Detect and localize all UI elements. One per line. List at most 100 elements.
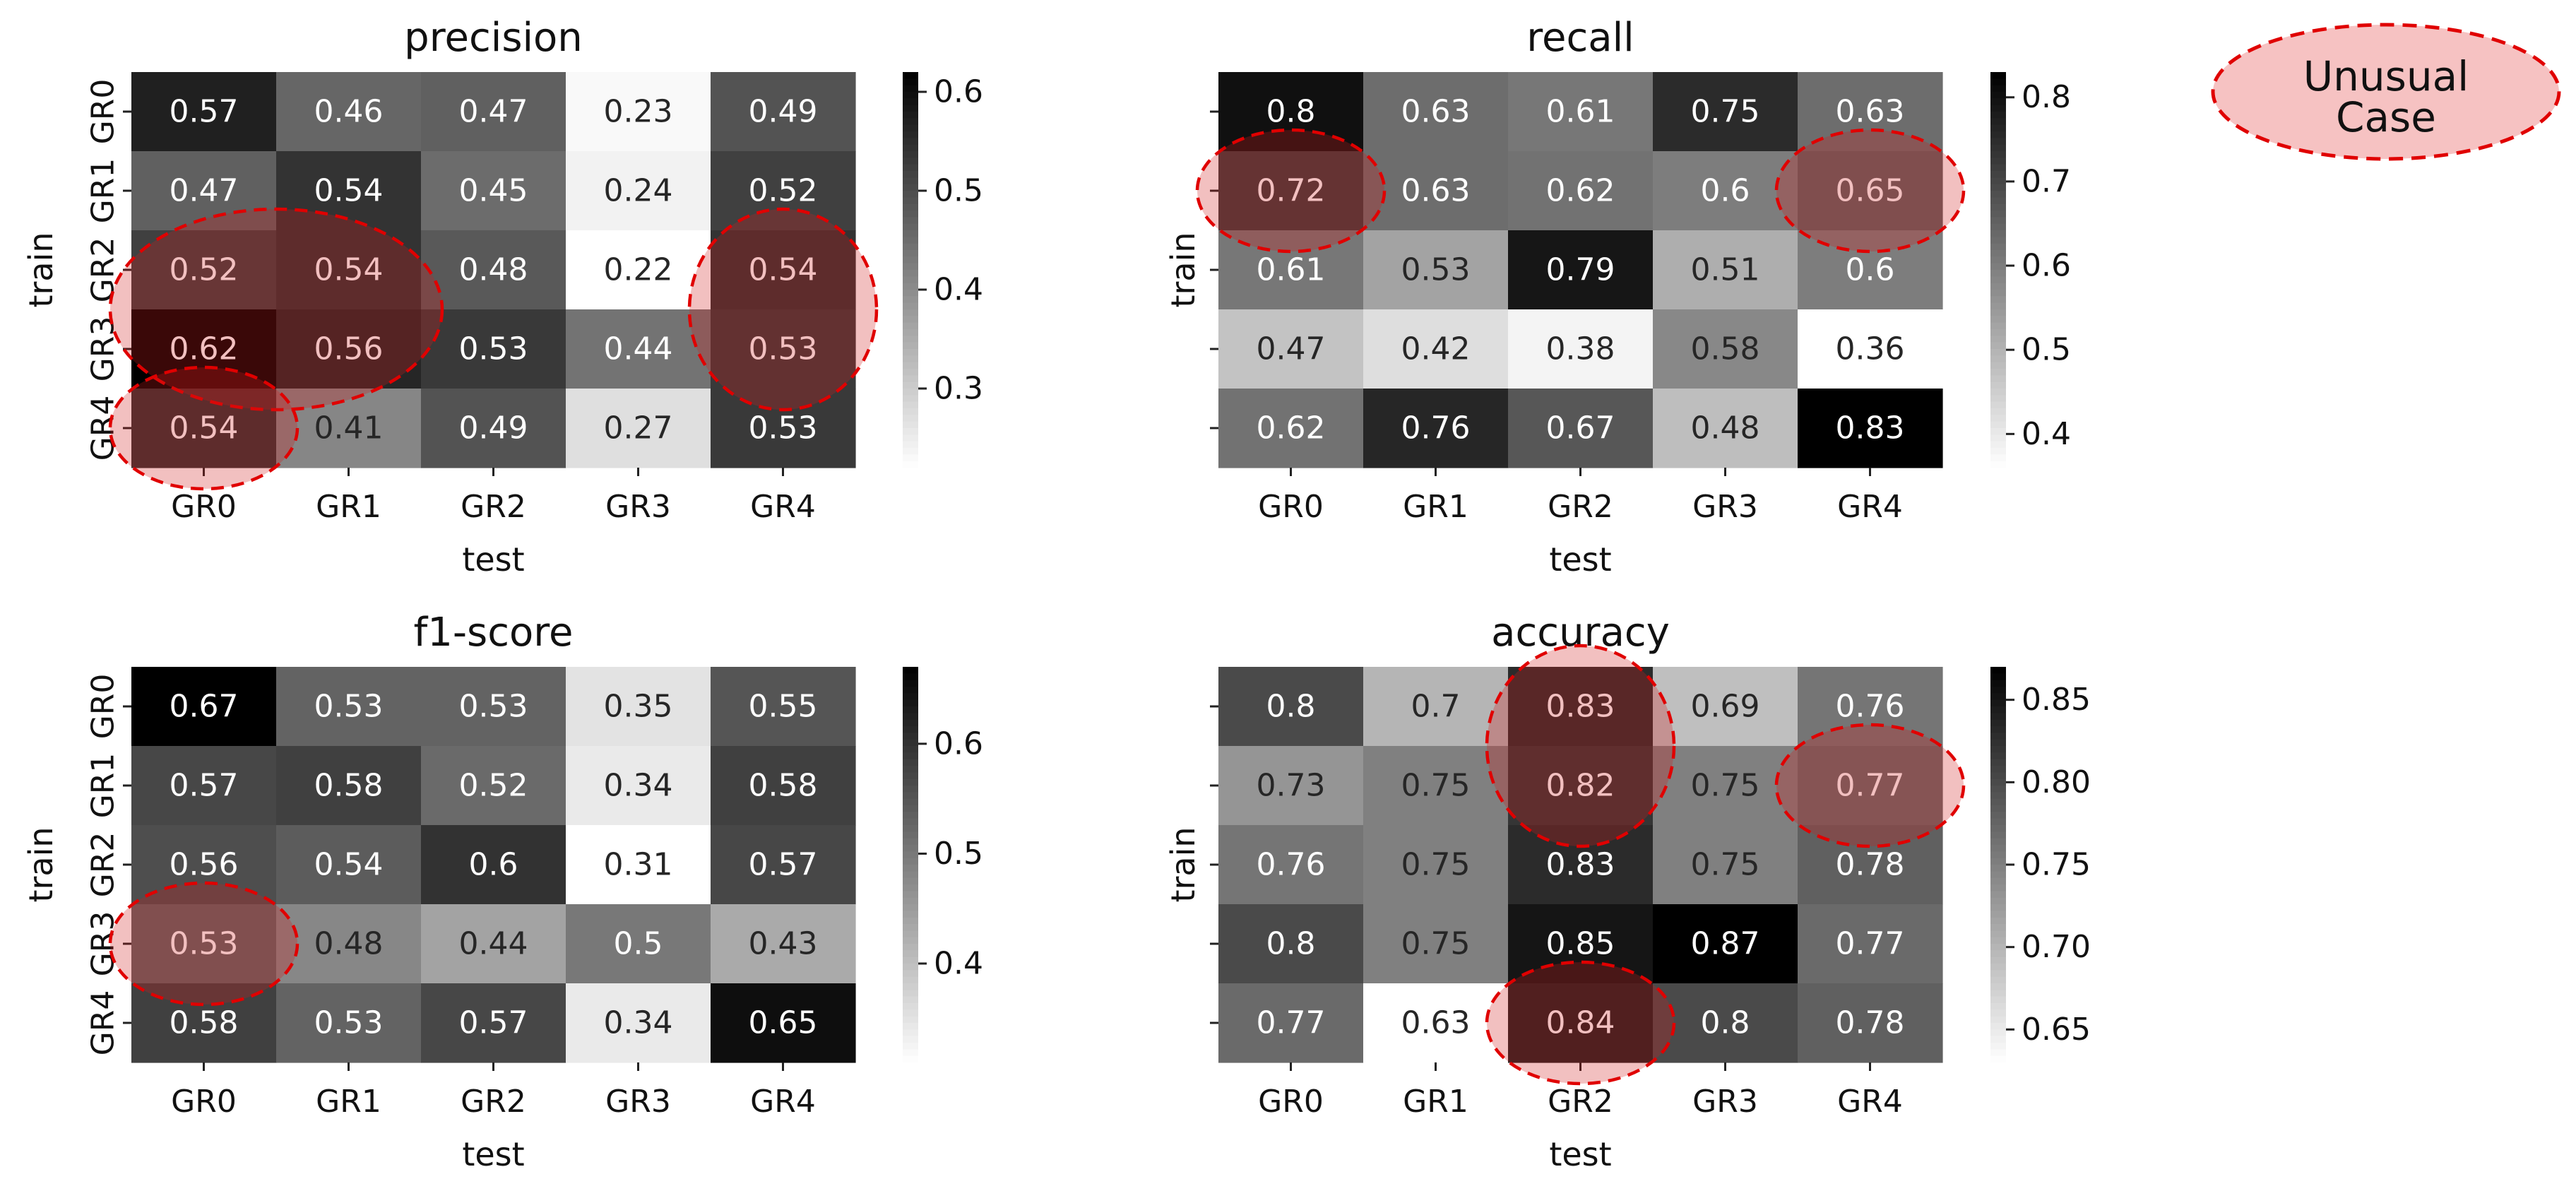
cell-value-label: 0.53: [1401, 252, 1471, 288]
colorbar-band: [1990, 158, 2006, 165]
colorbar-band: [903, 865, 918, 872]
heatmap-cell: [276, 825, 422, 905]
colorbar-band: [1990, 1036, 2006, 1043]
colorbar-band: [1990, 105, 2006, 112]
colorbar-band: [903, 818, 918, 826]
cell-value-label: 0.65: [749, 1005, 818, 1041]
colorbar-band: [1990, 726, 2006, 734]
colorbar-band: [1990, 237, 2006, 244]
colorbar-band: [903, 151, 918, 159]
unusual-case-marker: [1485, 960, 1676, 1086]
colorbar-band: [1990, 171, 2006, 179]
colorbar-band: [1990, 1003, 2006, 1011]
heatmap-cell: [566, 904, 711, 984]
colorbar-band: [903, 395, 918, 403]
heatmap-cell: [566, 667, 711, 747]
colorbar-band: [1990, 752, 2006, 760]
heatmap-cell: [711, 746, 856, 826]
colorbar-band: [1990, 144, 2006, 152]
cell-value-label: 0.54: [314, 252, 384, 288]
heatmap-cell: [1363, 72, 1509, 152]
colorbar-band: [1990, 818, 2006, 826]
x-tick-label: GR0: [171, 1084, 237, 1120]
unusual-case-marker: [1774, 723, 1966, 848]
colorbar-band: [903, 263, 918, 271]
colorbar-band: [903, 825, 918, 833]
colorbar-band: [903, 891, 918, 899]
cell-value-label: 0.75: [1401, 847, 1471, 883]
colorbar-tick-label: 0.4: [2022, 416, 2071, 452]
heatmap-cell: [1798, 389, 1943, 468]
cell-value-label: 0.57: [170, 768, 239, 804]
colorbar-tick-label: 0.7: [2022, 163, 2071, 199]
colorbar-band: [903, 706, 918, 714]
legend-marker: [2211, 23, 2561, 161]
colorbar-band: [1990, 243, 2006, 251]
x-tick-label: GR1: [1403, 489, 1468, 525]
heatmap-cell: [276, 389, 422, 468]
colorbar-band: [903, 401, 918, 409]
cell-value-label: 0.23: [604, 94, 673, 130]
colorbar-band: [903, 118, 918, 126]
x-tick-label: GR1: [316, 489, 381, 525]
cell-value-label: 0.8: [1266, 689, 1316, 725]
heatmap-cell: [1653, 746, 1798, 826]
cell-value-label: 0.51: [1691, 252, 1760, 288]
colorbar-band: [903, 138, 918, 146]
colorbar-band: [903, 336, 918, 343]
colorbar-tick-label: 0.4: [934, 272, 983, 308]
unusual-case-marker: [108, 365, 299, 491]
colorbar-band: [1990, 428, 2006, 436]
colorbar-band: [1990, 877, 2006, 885]
heatmap-cell: [1653, 151, 1798, 231]
colorbar-tick-label: 0.85: [2022, 682, 2091, 718]
x-tick-label: GR3: [605, 1084, 671, 1120]
colorbar-band: [1990, 917, 2006, 925]
cell-value-label: 0.54: [749, 252, 818, 288]
colorbar-band: [903, 956, 918, 964]
colorbar-band: [903, 408, 918, 416]
y-tick-label: GR0: [85, 79, 121, 145]
cell-value-label: 0.67: [170, 689, 239, 725]
colorbar-band: [903, 687, 918, 694]
colorbar-band: [903, 349, 918, 357]
colorbar-tick-label: 0.6: [934, 74, 983, 110]
y-tick-label: GR2: [85, 237, 121, 303]
colorbar-band: [903, 983, 918, 991]
colorbar-band: [903, 719, 918, 727]
colorbar-band: [1990, 825, 2006, 833]
colorbar-band: [903, 713, 918, 721]
colorbar-band: [903, 375, 918, 383]
colorbar-band: [903, 937, 918, 944]
colorbar-band: [1990, 1009, 2006, 1017]
cell-value-label: 0.43: [749, 926, 818, 962]
colorbar-band: [903, 1023, 918, 1031]
x-tick-label: GR4: [1837, 1084, 1903, 1120]
colorbar-band: [903, 772, 918, 780]
colorbar-band: [1990, 1049, 2006, 1057]
colorbar-band: [1990, 693, 2006, 701]
cell-value-label: 0.47: [170, 173, 239, 209]
heatmap-cell: [421, 389, 566, 468]
colorbar-band: [1990, 296, 2006, 304]
cell-value-label: 0.79: [1546, 252, 1615, 288]
cell-value-label: 0.34: [604, 1005, 673, 1041]
heatmap-cell: [1653, 825, 1798, 905]
colorbar-band: [903, 1016, 918, 1024]
heatmap-cell: [566, 825, 711, 905]
colorbar-band: [1990, 884, 2006, 892]
heatmap-cell: [1653, 309, 1798, 389]
colorbar-band: [1990, 336, 2006, 343]
colorbar-tick-label: 0.3: [934, 371, 983, 407]
colorbar-band: [903, 243, 918, 251]
colorbar-band: [1990, 408, 2006, 416]
cell-value-label: 0.41: [314, 410, 384, 446]
cell-value-label: 0.45: [459, 173, 528, 209]
cell-value-label: 0.75: [1691, 847, 1760, 883]
panel-title: accuracy: [1491, 610, 1670, 656]
heatmap-cell: [1218, 983, 1364, 1063]
colorbar-band: [903, 389, 918, 396]
cell-value-label: 0.65: [1836, 173, 1905, 209]
colorbar-band: [903, 448, 918, 456]
colorbar-band: [903, 329, 918, 337]
